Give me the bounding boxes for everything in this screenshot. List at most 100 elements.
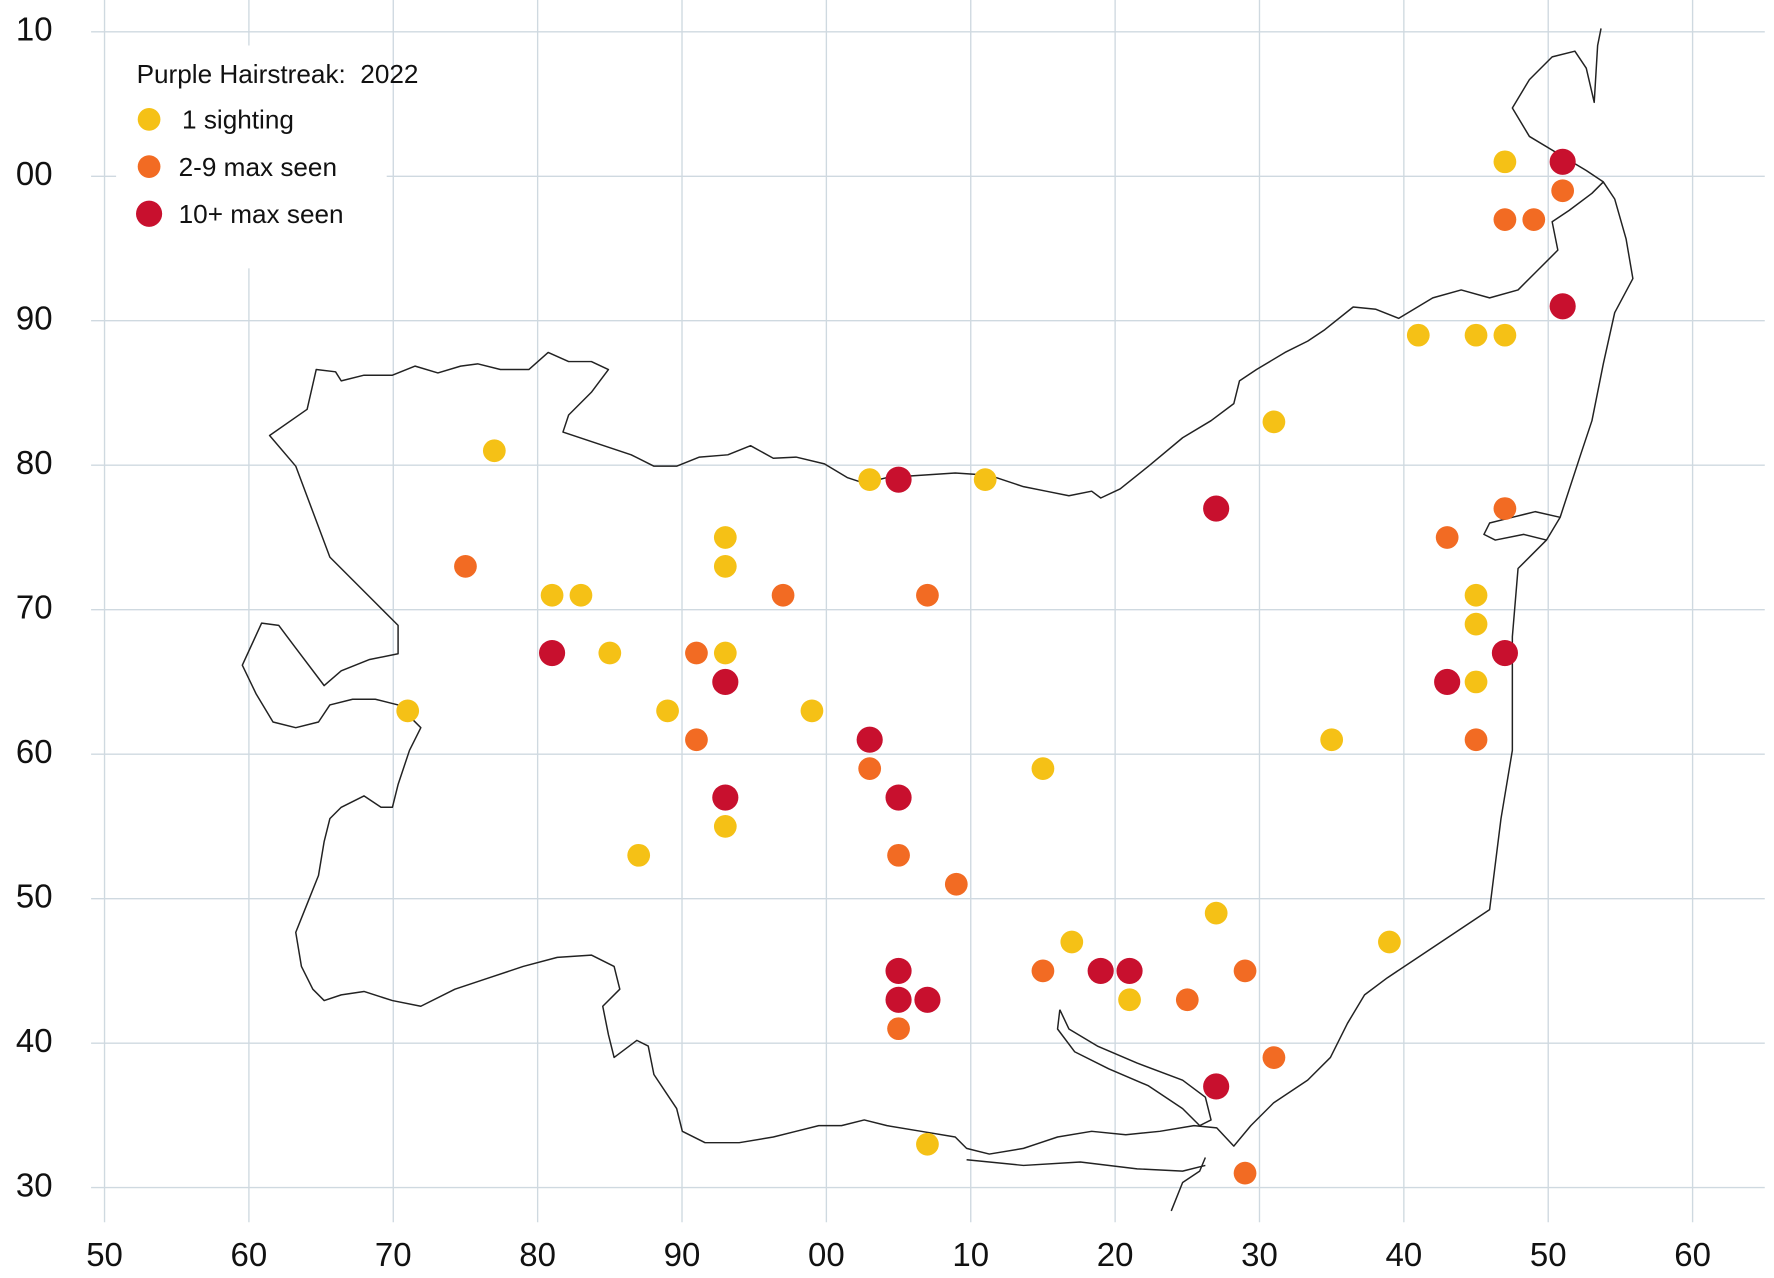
sighting-point — [598, 641, 622, 665]
sighting-point — [1493, 323, 1517, 347]
sighting-point — [885, 957, 912, 984]
sighting-point — [885, 784, 912, 811]
y-tick-label: 40 — [16, 1022, 53, 1059]
sighting-point — [1464, 728, 1488, 752]
sighting-point — [685, 728, 708, 752]
x-tick-label: 50 — [86, 1236, 123, 1273]
legend-label: 10+ max seen — [179, 199, 344, 229]
sighting-point — [1262, 1046, 1286, 1069]
x-tick-label: 70 — [375, 1236, 412, 1273]
sighting-point — [858, 468, 882, 492]
sighting-point — [771, 583, 795, 607]
y-tick-label: 30 — [16, 1166, 53, 1203]
sighting-point — [713, 554, 737, 578]
sighting-point — [1522, 208, 1546, 231]
county-boundary — [241, 181, 1634, 1155]
x-tick-label: 40 — [1386, 1236, 1423, 1273]
legend-label: 2-9 max seen — [179, 152, 337, 182]
sighting-point — [454, 554, 477, 578]
sighting-point — [1233, 959, 1257, 983]
sighting-point — [1549, 148, 1576, 175]
x-tick-label: 20 — [1097, 1236, 1134, 1273]
sighting-point — [973, 468, 997, 492]
estuary — [1056, 1009, 1212, 1127]
sighting-point — [1493, 497, 1517, 520]
sighting-point — [1087, 957, 1114, 984]
sighting-point — [1203, 1073, 1230, 1100]
sighting-point — [1031, 757, 1055, 780]
sighting-point — [656, 699, 679, 723]
x-tick-label: 60 — [231, 1236, 268, 1273]
legend-title: Purple Hairstreak: 2022 — [137, 59, 419, 89]
axes: 50 60 70 80 90 00 10 20 30 40 50 60 30 40 50 60 70 80 90 00… — [16, 10, 1711, 1273]
sighting-point — [1262, 410, 1286, 434]
x-tick-label: 10 — [952, 1236, 989, 1273]
sighting-point — [712, 668, 739, 696]
legend-label: 1 sighting — [182, 105, 294, 135]
x-tick-label: 60 — [1674, 1236, 1711, 1273]
sighting-point — [887, 843, 910, 867]
sighting-point — [858, 757, 882, 780]
sighting-point — [1203, 495, 1230, 522]
sighting-point — [1116, 957, 1143, 984]
sighting-point — [1233, 1161, 1257, 1185]
legend-marker — [137, 108, 161, 131]
sighting-point — [1464, 612, 1488, 636]
sighting-point — [1406, 323, 1430, 347]
sighting-point — [1464, 670, 1488, 694]
sighting-point — [885, 986, 912, 1013]
sighting-point — [1320, 728, 1344, 752]
y-tick-label: 00 — [16, 155, 53, 192]
legend-box — [116, 45, 387, 269]
sighting-point — [539, 639, 566, 667]
sighting-point — [856, 726, 883, 753]
sighting-point — [1118, 988, 1141, 1012]
x-tick-label: 00 — [808, 1236, 845, 1273]
sighting-point — [1435, 526, 1459, 549]
county-outline — [241, 28, 1634, 1212]
sighting-point — [396, 699, 420, 723]
sighting-point — [1175, 988, 1199, 1012]
y-tick-label: 70 — [16, 588, 53, 625]
estuary — [1483, 510, 1561, 541]
y-tick-label: 60 — [16, 733, 53, 770]
sighting-point — [1031, 959, 1055, 983]
sighting-point — [1491, 639, 1518, 667]
sighting-point — [1551, 179, 1575, 203]
sighting-point — [914, 986, 941, 1013]
legend-marker — [137, 155, 161, 178]
x-tick-label: 30 — [1241, 1236, 1278, 1273]
y-tick-label: 10 — [16, 10, 53, 47]
grid — [91, 0, 1765, 1223]
sighting-point — [540, 583, 564, 607]
legend-marker — [136, 200, 163, 227]
sighting-point — [1549, 293, 1576, 320]
sighting-point — [627, 843, 651, 867]
sighting-point — [1204, 901, 1228, 925]
sighting-point — [713, 641, 737, 665]
sighting-point — [1378, 930, 1401, 954]
sighting-point — [713, 815, 737, 838]
sighting-point — [569, 583, 593, 607]
x-tick-label: 90 — [664, 1236, 701, 1273]
sighting-point — [685, 641, 708, 665]
y-tick-label: 50 — [16, 877, 53, 914]
sighting-point — [944, 872, 968, 896]
sighting-point — [916, 1132, 939, 1156]
sighting-point — [916, 583, 939, 607]
sighting-point — [712, 784, 739, 811]
points — [396, 148, 1576, 1185]
x-tick-label: 50 — [1530, 1236, 1567, 1273]
y-tick-label: 80 — [16, 444, 53, 481]
estuary — [966, 1157, 1207, 1212]
sighting-point — [800, 699, 824, 723]
sighting-point — [1493, 150, 1517, 174]
sighting-point — [713, 526, 737, 549]
sighting-point — [482, 439, 506, 463]
sighting-point — [1434, 668, 1461, 696]
sighting-point — [887, 1017, 910, 1041]
legend: Purple Hairstreak: 2022 1 sighting 2-9 ma… — [116, 45, 419, 269]
sighting-point — [1464, 583, 1488, 607]
y-tick-label: 90 — [16, 299, 53, 336]
